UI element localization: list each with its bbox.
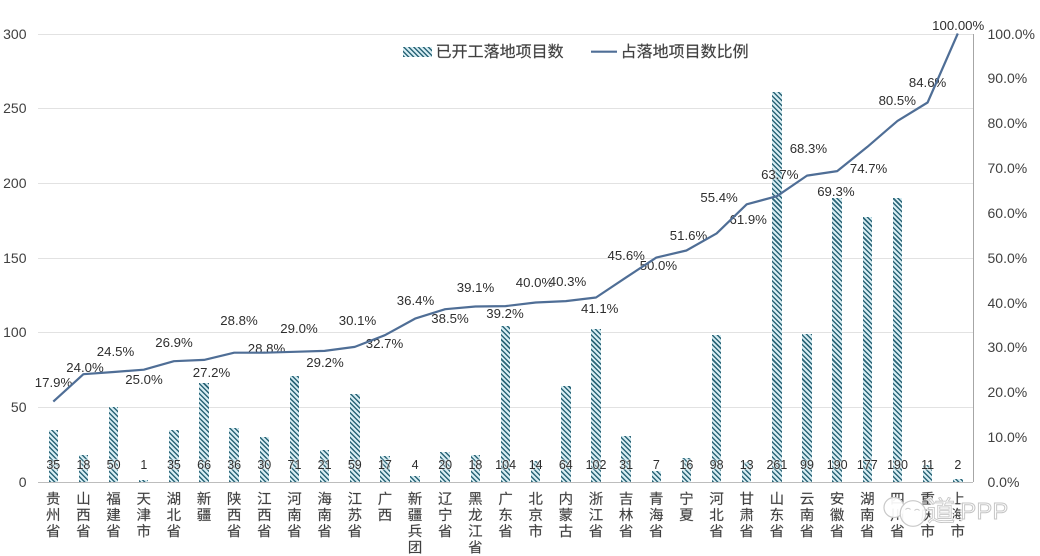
svg-text:PPP: PPP xyxy=(961,498,1009,524)
svg-text:PPP: PPP xyxy=(961,498,1009,524)
